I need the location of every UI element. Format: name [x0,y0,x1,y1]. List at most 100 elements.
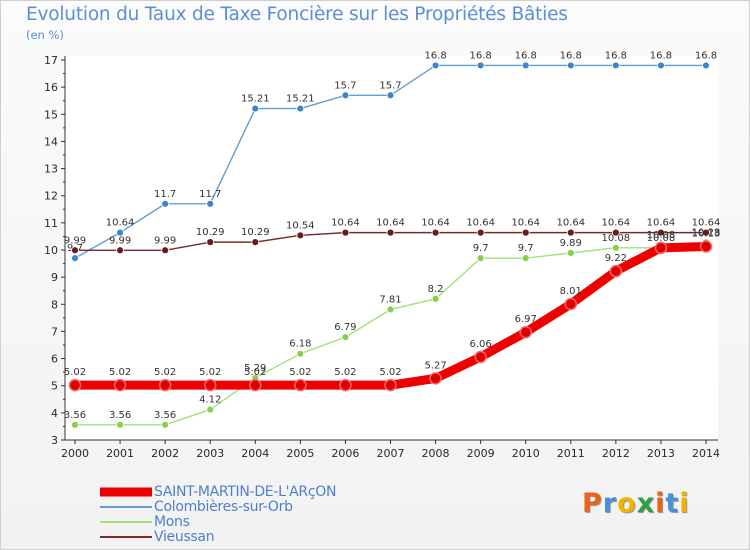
data-point [384,378,397,392]
data-label: 6.79 [334,322,356,333]
y-tick-label: 6 [51,353,58,366]
y-tick-label: 12 [44,190,58,203]
data-label: 10.29 [241,227,270,238]
data-point [521,254,530,263]
data-label: 10.64 [106,218,135,229]
x-tick-label: 2011 [557,447,585,460]
data-point [386,228,395,237]
x-tick-label: 2009 [467,447,495,460]
data-point [564,297,578,311]
logo-letter: i [679,488,690,519]
data-label: 11.7 [154,189,176,200]
data-point [521,61,530,70]
data-point [702,228,710,237]
x-tick-label: 2007 [377,447,405,460]
series-0: 5.02 5.02 5.02 5.02 5.02 5.02 5.02 5.02 5.27 6.06… [64,228,720,392]
y-axis-unit: (en %) [26,28,64,42]
data-label: 7.81 [379,294,401,305]
data-point [611,228,620,237]
data-label: 15.21 [241,94,270,105]
data-label: 16.8 [605,50,627,61]
data-point [476,61,485,70]
data-label: 16.8 [695,50,717,61]
data-point [474,350,487,364]
data-label: 10.64 [692,218,721,229]
data-label: 9.89 [560,238,582,249]
y-tick-label: 7 [51,325,58,338]
data-point [386,305,395,314]
data-label: 9.99 [154,235,176,246]
data-point [611,61,620,70]
data-label: 5.02 [199,367,221,378]
data-label: 5.02 [289,367,311,378]
data-label: 9.7 [518,243,534,254]
data-point [294,378,307,392]
data-point [566,228,575,237]
data-label: 10.08 [647,230,676,241]
x-tick-label: 2003 [196,447,224,460]
legend-swatch [100,535,152,538]
data-point [431,294,440,303]
data-label: 15.7 [334,80,356,91]
data-label: 8.01 [560,286,582,297]
data-point [566,61,575,70]
data-label: 10.64 [602,218,631,229]
y-tick-label: 13 [44,163,58,176]
legend-swatch [100,520,152,523]
data-label: 10.64 [647,218,676,229]
data-label: 10.64 [511,218,540,229]
y-tick-label: 8 [51,298,58,311]
data-label: 11.7 [199,189,221,200]
y-tick-label: 15 [44,108,58,121]
legend-label: Vieussan [154,529,215,545]
data-label: 9.99 [64,235,86,246]
x-tick-label: 2004 [241,447,269,460]
data-point [702,61,710,70]
legend-swatch [100,505,152,508]
data-label: 15.21 [286,94,315,105]
data-label: 10.54 [286,220,315,231]
series-1: 9.7 10.64 11.7 11.7 15.21 15.21 15.7 15.7 16.8 16… [67,50,717,263]
data-point [657,228,665,237]
chart-title: Evolution du Taux de Taxe Foncière sur l… [26,4,568,25]
data-label: 16.8 [424,50,446,61]
data-label: 16.8 [560,50,582,61]
data-point [431,228,440,237]
data-point [68,378,82,392]
data-point [341,333,350,342]
data-label: 4.12 [199,395,221,406]
data-label: 16.8 [650,50,672,61]
data-label: 3.56 [154,410,176,421]
y-tick-label: 11 [44,217,58,230]
data-label: 5.02 [334,367,356,378]
data-label: 6.97 [515,314,537,325]
data-point [339,378,352,392]
data-label: 10.64 [376,218,405,229]
x-tick-label: 2010 [512,447,540,460]
data-label: 5.02 [154,367,176,378]
x-tick-label: 2000 [61,447,89,460]
data-point [71,420,79,429]
data-label: 5.02 [379,367,401,378]
data-point [116,246,124,255]
data-point [161,246,170,255]
y-tick-label: 14 [44,135,58,148]
data-label: 10.64 [331,218,360,229]
y-tick-label: 3 [51,434,58,447]
data-point [158,378,172,392]
data-label: 6.18 [289,339,311,350]
data-label: 3.56 [64,410,86,421]
x-tick-label: 2001 [106,447,134,460]
data-point [476,228,485,237]
data-point [251,104,260,113]
data-label: 10.64 [421,218,450,229]
data-point [206,405,215,414]
data-label: 10.29 [196,227,225,238]
data-point [519,325,532,339]
data-label: 10.64 [466,218,495,229]
y-tick-label: 16 [44,81,58,94]
y-tick-label: 5 [51,380,58,393]
x-tick-label: 2006 [331,447,359,460]
data-point [161,199,170,208]
